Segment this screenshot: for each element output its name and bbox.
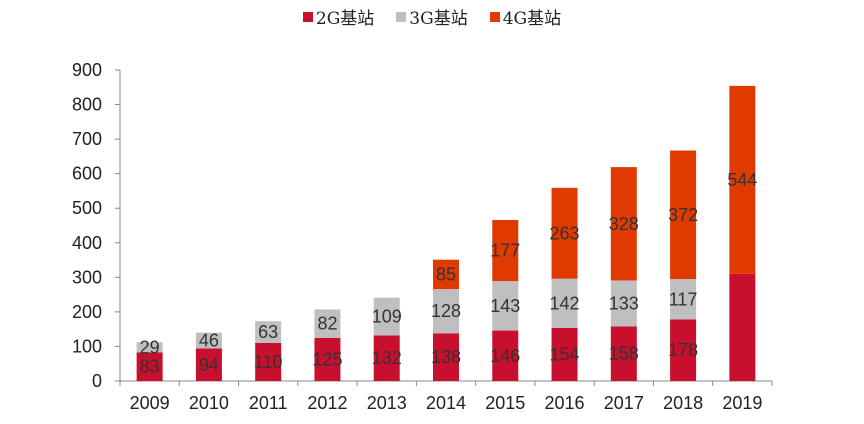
data-label: 132 xyxy=(372,348,402,368)
bar-segment xyxy=(610,280,637,327)
data-label: 46 xyxy=(199,331,219,351)
data-label: 154 xyxy=(550,344,580,364)
bar-segment xyxy=(314,337,341,381)
data-label: 63 xyxy=(258,322,278,342)
bar-segment xyxy=(729,85,756,274)
bar-segment xyxy=(195,348,222,381)
data-label: 372 xyxy=(668,205,698,225)
data-label: 328 xyxy=(609,214,639,234)
data-label: 94 xyxy=(199,355,219,375)
bar-segment xyxy=(314,309,341,338)
bar-segment xyxy=(433,259,459,290)
data-label: 110 xyxy=(254,352,283,372)
data-label: 146 xyxy=(490,346,520,366)
data-label: 544 xyxy=(727,170,757,190)
data-label: 117 xyxy=(669,289,698,309)
data-label: 143 xyxy=(490,296,520,316)
bar-segment xyxy=(551,327,578,381)
data-label: 178 xyxy=(668,340,698,360)
data-label: 138 xyxy=(431,347,461,367)
bar-segment xyxy=(610,167,637,281)
y-tick-label: 500 xyxy=(72,198,102,218)
bar-segment xyxy=(670,150,697,280)
data-label: 85 xyxy=(436,264,456,284)
y-tick-label: 0 xyxy=(92,371,102,391)
x-tick-label: 2019 xyxy=(722,393,762,413)
bar-segment xyxy=(255,342,282,381)
bar-segment xyxy=(195,332,222,349)
x-tick-label: 2012 xyxy=(307,393,347,413)
x-tick-label: 2011 xyxy=(249,393,288,413)
bar-segment xyxy=(136,352,163,381)
legend-swatch-4g xyxy=(489,11,500,22)
data-label: 109 xyxy=(372,307,402,327)
legend: 2G基站 3G基站 4G基站 xyxy=(0,4,864,29)
data-label: 125 xyxy=(312,349,342,369)
bar-segment xyxy=(492,219,519,282)
data-label: 142 xyxy=(550,293,580,313)
bar-segment xyxy=(551,278,578,328)
x-tick-label: 2009 xyxy=(130,393,170,413)
bar-segment xyxy=(255,321,282,343)
legend-swatch-3g xyxy=(396,11,407,22)
bar-segment xyxy=(670,279,697,320)
y-tick-label: 300 xyxy=(72,267,102,287)
y-tick-label: 700 xyxy=(72,129,102,149)
legend-item-2g: 2G基站 xyxy=(302,4,375,29)
legend-label-4g: 4G基站 xyxy=(502,9,562,29)
bar-segment xyxy=(373,297,400,336)
legend-label-3g: 3G基站 xyxy=(409,9,468,29)
bar-segment xyxy=(492,281,519,331)
bar-segment xyxy=(373,335,400,381)
bar-segment xyxy=(433,289,459,334)
bar-segment xyxy=(551,187,578,279)
x-tick-label: 2013 xyxy=(367,393,407,413)
legend-label-2g: 2G基站 xyxy=(315,9,375,29)
bar-segment xyxy=(729,273,756,381)
legend-item-3g: 3G基站 xyxy=(396,4,468,29)
y-tick-label: 800 xyxy=(72,95,102,115)
x-tick-label: 2010 xyxy=(189,393,229,413)
data-label: 83 xyxy=(140,357,160,377)
x-tick-label: 2015 xyxy=(485,393,525,413)
data-label: 128 xyxy=(431,301,461,321)
x-tick-label: 2017 xyxy=(604,393,644,413)
bar-segment xyxy=(433,333,459,381)
x-tick-label: 2014 xyxy=(426,393,466,413)
legend-item-4g: 4G基站 xyxy=(489,4,562,29)
y-tick-label: 900 xyxy=(72,60,102,80)
data-label: 82 xyxy=(317,314,337,334)
data-label: 177 xyxy=(490,241,520,261)
data-label: 263 xyxy=(550,223,580,243)
data-label: 158 xyxy=(609,344,639,364)
bar-segment xyxy=(136,342,163,353)
legend-swatch-2g xyxy=(302,11,313,22)
y-tick-label: 600 xyxy=(72,164,102,184)
x-tick-label: 2018 xyxy=(663,393,703,413)
bar-segment xyxy=(610,326,637,381)
y-tick-label: 100 xyxy=(72,336,102,356)
data-label: 133 xyxy=(609,293,639,313)
x-tick-label: 2016 xyxy=(545,393,585,413)
bar-segment xyxy=(492,330,519,381)
bar-segment xyxy=(670,319,697,381)
data-label: 29 xyxy=(140,337,160,357)
y-tick-label: 400 xyxy=(72,233,102,253)
y-tick-label: 200 xyxy=(72,302,102,322)
